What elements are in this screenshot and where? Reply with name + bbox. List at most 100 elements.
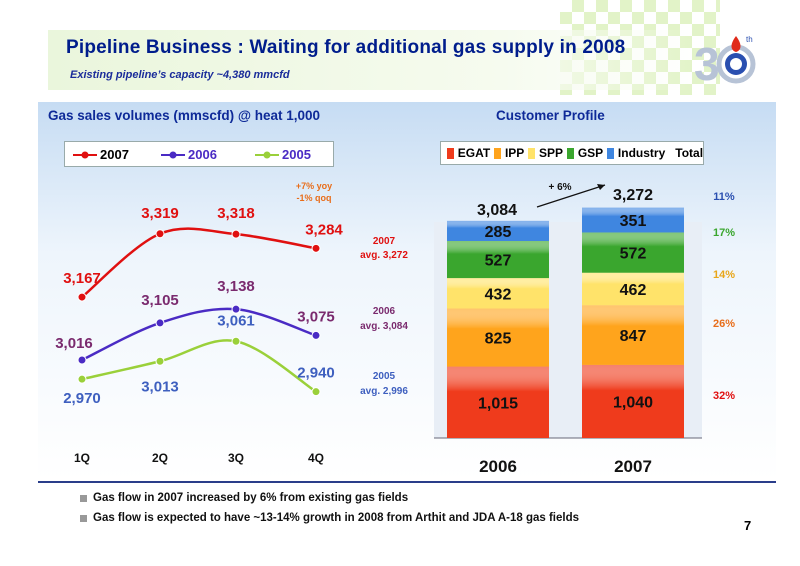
bar-category-label-2007: 2007 [614,457,652,476]
legend-marker-2005 [255,151,279,158]
data-point-2006-2Q [155,318,165,328]
page-number: 7 [744,518,752,533]
bar-category-label-2006: 2006 [479,457,517,476]
data-point-2006-4Q [311,330,321,340]
bar-segment-shade-IPP-2007 [582,305,684,365]
line-chart-legend: 2007 2006 2005 [64,141,334,167]
bar-segment-shade-SPP-2007 [582,272,684,306]
bullet-item: Gas flow in 2007 increased by 6% from ex… [80,488,579,508]
data-point-2007-3Q [231,229,241,239]
bar-segment-shade-IPP-2006 [447,308,549,367]
data-point-2006-3Q [231,304,241,314]
bullet-item: Gas flow is expected to have ~13-14% gro… [80,508,579,528]
data-label-2005-4Q: 2,940 [297,365,335,382]
legend-label-2006: 2006 [188,147,217,162]
x-tick-label-2Q: 2Q [152,451,168,465]
bar-label-Industry-2007: 351 [620,213,647,230]
data-label-2005-2Q: 3,013 [141,378,179,395]
avg-2006-value: avg. 3,084 [360,321,408,332]
data-label-2005-1Q: 2,970 [63,390,101,407]
series-line-2005 [81,339,317,393]
legend-label-2005: 2005 [282,147,311,162]
bar-label-GSP-2007: 572 [620,245,647,262]
avg-2005-year: 2005 [373,371,396,382]
bullet-square-icon [80,494,87,502]
legend-swatch-industry [607,147,614,159]
series-line-2006 [81,307,317,362]
data-label-2007-2Q: 3,319 [141,205,179,222]
data-label-2005-3Q: 3,061 [217,312,255,329]
data-point-2007-1Q [77,292,87,302]
bar-segment-shade-GSP-2006 [447,240,549,279]
legend-item-2006: 2006 [161,147,217,162]
legend-item-2005: 2005 [255,147,311,162]
legend-swatch-ipp [494,147,501,159]
legend-label-gsp: GSP [577,146,604,160]
data-point-2005-1Q [77,374,87,384]
qoq-annotation: -1% qoq [297,193,332,203]
data-label-2006-4Q: 3,075 [297,308,335,325]
data-label-2006-1Q: 3,016 [55,335,93,352]
bar-chart-title: Customer Profile [496,108,605,123]
growth-arrow-line [536,184,606,208]
bullet-text: Gas flow in 2007 increased by 6% from ex… [93,492,409,504]
bar-label-IPP-2006: 825 [485,331,512,348]
bar-segment-shade-EGAT-2007 [582,364,684,438]
bullet-square-icon [80,514,87,522]
footer-divider [38,481,776,483]
bar-label-EGAT-2007: 1,040 [613,394,653,411]
bar-chart-legend: EGAT IPP SPP GSP Industry Total [440,141,704,165]
bar-segment-shade-Industry-2007 [582,207,684,233]
legend-marker-2007 [73,151,97,158]
share-label-2007: 11% [713,191,735,203]
data-point-2006-1Q [77,355,87,365]
data-label-2007-4Q: 3,284 [305,221,343,238]
data-label-2007-1Q: 3,167 [63,270,101,287]
bar-label-EGAT-2006: 1,015 [478,395,518,412]
page-subtitle: Existing pipeline’s capacity ~4,380 mmcf… [70,69,290,81]
bar-total-2007: 3,272 [613,187,653,204]
avg-2005-value: avg. 2,996 [360,386,408,397]
data-point-2005-3Q [231,336,241,346]
anniversary-logo: 3 th [694,35,756,90]
bar-segment-shade-SPP-2006 [447,278,549,309]
bar-label-Industry-2006: 285 [485,224,512,241]
data-label-2007-3Q: 3,318 [217,205,255,222]
data-point-2005-2Q [155,356,165,366]
share-label-2007: 26% [713,318,735,330]
legend-label-industry: Industry [617,146,666,160]
legend-label-ipp: IPP [504,146,525,160]
data-label-2006-3Q: 3,138 [217,278,255,295]
share-label-2007: 14% [713,269,735,281]
bar-segment-shade-Industry-2006 [447,220,549,241]
yoy-annotation: +7% yoy [296,181,332,191]
bar-label-SPP-2007: 462 [620,282,647,299]
x-tick-label-1Q: 1Q [74,451,90,465]
svg-text:th: th [746,35,753,44]
svg-text:3: 3 [694,38,720,90]
legend-item-2007: 2007 [73,147,129,162]
bar-segment-shade-EGAT-2006 [447,366,549,438]
legend-swatch-egat [447,147,454,159]
bar-total-2006: 3,084 [477,202,517,219]
x-tick-label-3Q: 3Q [228,451,244,465]
avg-2007-year: 2007 [373,236,396,247]
avg-2006-year: 2006 [373,306,396,317]
bar-segment-shade-GSP-2007 [582,232,684,273]
avg-2007-value: avg. 3,272 [360,250,408,261]
legend-label-egat: EGAT [457,146,491,160]
bar-label-GSP-2006: 527 [485,253,512,270]
data-label-2006-2Q: 3,105 [141,292,179,309]
data-point-2005-4Q [311,387,321,397]
bar-label-SPP-2006: 432 [485,286,512,303]
x-tick-label-4Q: 4Q [308,451,324,465]
legend-swatch-spp [528,147,536,159]
page-title: Pipeline Business : Waiting for addition… [66,37,626,58]
series-line-2007 [81,227,317,299]
growth-arrow-head [597,184,605,190]
growth-label: + 6% [548,182,571,193]
share-label-2007: 32% [713,390,735,402]
legend-label-2007: 2007 [100,147,129,162]
legend-label-spp: SPP [539,146,564,160]
